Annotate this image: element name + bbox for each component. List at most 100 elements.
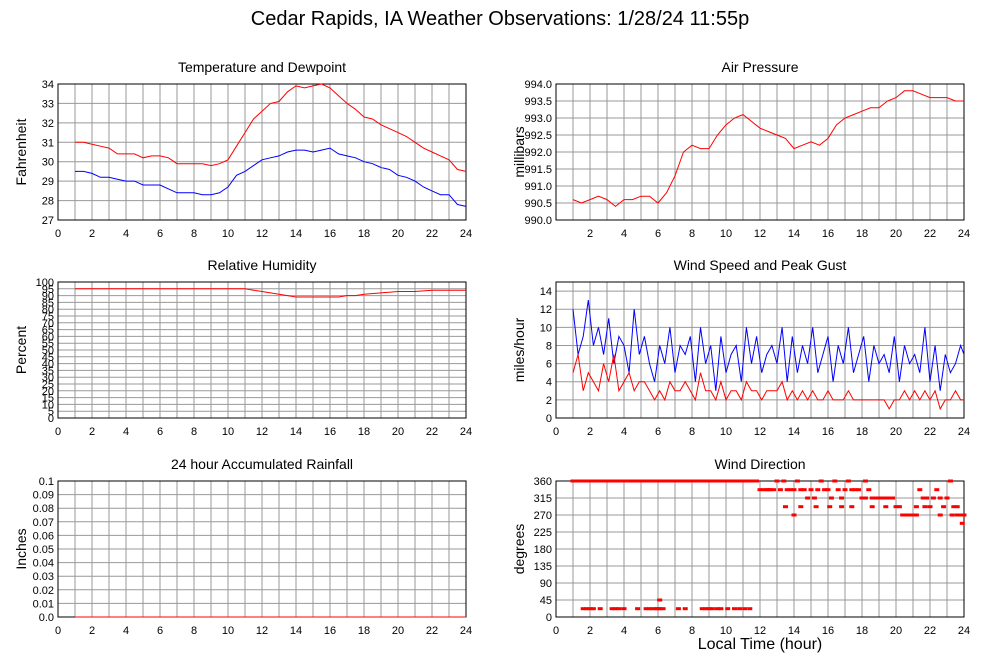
- winddir-point: [873, 496, 879, 500]
- winddir-point: [771, 488, 777, 492]
- rain-ylabel: Inches: [13, 528, 29, 569]
- winddir-xtick-label: 24: [958, 625, 970, 637]
- winddir-point: [703, 479, 709, 483]
- wind-xtick-label: 24: [958, 426, 970, 438]
- temp-ytick-label: 30: [42, 157, 54, 169]
- winddir-xtick-label: 10: [720, 625, 732, 637]
- humidity-xtick-label: 20: [392, 426, 404, 438]
- rain-ytick-label: 0.04: [33, 558, 54, 570]
- winddir-point: [647, 607, 652, 611]
- winddir-point: [747, 479, 753, 483]
- winddir-point: [922, 505, 928, 509]
- humidity-xtick-label: 8: [191, 426, 197, 438]
- winddir-point: [869, 496, 875, 500]
- winddir-point: [732, 607, 737, 611]
- winddir-point: [597, 607, 603, 611]
- humidity-chart: Relative HumidityPercent0510152025303540…: [13, 257, 472, 438]
- humidity-xtick-label: 2: [89, 426, 95, 438]
- winddir-point: [706, 479, 712, 483]
- humidity-ytick-label: 10: [42, 399, 54, 411]
- humidity-ytick-label: 60: [42, 331, 54, 343]
- winddir-point: [614, 479, 620, 483]
- winddir-point: [669, 479, 675, 483]
- winddir-point: [570, 479, 576, 483]
- temp-frame: [57, 83, 467, 221]
- winddir-point: [699, 479, 705, 483]
- winddir-point: [828, 496, 834, 500]
- wind-frame: [555, 281, 965, 419]
- temp-ylabel: Fahrenheit: [13, 118, 29, 185]
- winddir-xtick-label: 0: [553, 625, 559, 637]
- wind-ytick-label: 4: [546, 377, 552, 389]
- winddir-point: [808, 488, 814, 492]
- winddir-point: [692, 479, 698, 483]
- winddir-point: [675, 607, 681, 611]
- winddir-point: [798, 488, 804, 492]
- rain-ytick-label: 0.09: [33, 490, 54, 502]
- humidity-ytick-label: 5: [48, 406, 54, 418]
- winddir-point: [959, 521, 965, 525]
- winddir-point: [641, 479, 647, 483]
- temp-ytick-label: 31: [42, 137, 54, 149]
- winddir-point: [709, 607, 715, 611]
- winddir-ytick-label: 90: [540, 578, 552, 590]
- rain-xtick-label: 14: [290, 625, 302, 637]
- winddir-point: [584, 607, 590, 611]
- winddir-point: [616, 607, 622, 611]
- winddir-point: [720, 479, 726, 483]
- winddir-ytick-label: 315: [534, 493, 552, 505]
- winddir-point: [703, 607, 709, 611]
- pressure-ytick-label: 992.5: [524, 130, 552, 142]
- humidity-ytick-label: 100: [36, 277, 54, 289]
- winddir-point: [750, 479, 756, 483]
- wind-xtick-label: 12: [754, 426, 766, 438]
- winddir-point: [862, 496, 868, 500]
- humidity-ytick-label: 85: [42, 297, 54, 309]
- winddir-point: [587, 607, 593, 611]
- winddir-ytick-label: 135: [534, 561, 552, 573]
- winddir-point: [852, 488, 858, 492]
- winddir-point: [827, 505, 833, 509]
- wind-ytick-label: 0: [546, 413, 552, 425]
- humidity-ytick-label: 45: [42, 352, 54, 364]
- humidity-xtick-label: 4: [123, 426, 129, 438]
- winddir-point: [849, 505, 855, 509]
- winddir-point: [733, 479, 739, 483]
- winddir-point: [754, 479, 760, 483]
- winddir-point: [866, 488, 872, 492]
- winddir-point: [580, 479, 586, 483]
- temp-ytick-label: 27: [42, 215, 54, 227]
- winddir-point: [937, 513, 943, 517]
- wind-title: Wind Speed and Peak Gust: [674, 257, 847, 273]
- winddir-point: [604, 479, 610, 483]
- humidity-xtick-label: 16: [324, 426, 336, 438]
- temp-ytick-label: 32: [42, 118, 54, 130]
- wind-xtick-label: 20: [890, 426, 902, 438]
- page-title: Cedar Rapids, IA Weather Observations: 1…: [250, 8, 750, 30]
- rain-ytick-label: 0.07: [33, 517, 54, 529]
- pressure-xtick-label: 4: [621, 228, 627, 240]
- winddir-point: [774, 479, 780, 483]
- rain-xtick-label: 4: [123, 625, 129, 637]
- winddir-point: [715, 607, 720, 611]
- winddir-point: [706, 607, 712, 611]
- rain-ytick-label: 0.02: [33, 585, 54, 597]
- winddir-point: [597, 479, 603, 483]
- winddir-point: [723, 479, 729, 483]
- pressure-ytick-label: 992.0: [524, 147, 552, 159]
- rain-ytick-label: 0.08: [33, 503, 54, 515]
- winddir-ytick-label: 360: [534, 476, 552, 488]
- winddir-point: [743, 479, 749, 483]
- winddir-point: [665, 479, 671, 483]
- winddir-ytick-label: 270: [534, 510, 552, 522]
- winddir-point: [679, 479, 685, 483]
- winddir-chart: Wind Directiondegrees0459013518022527031…: [511, 456, 970, 637]
- winddir-point: [947, 479, 953, 483]
- winddir-point: [696, 479, 702, 483]
- temp-xtick-label: 6: [157, 228, 163, 240]
- winddir-point: [682, 607, 688, 611]
- wind-xtick-label: 16: [822, 426, 834, 438]
- winddir-point: [937, 496, 943, 500]
- pressure-ytick-label: 990.5: [524, 198, 552, 210]
